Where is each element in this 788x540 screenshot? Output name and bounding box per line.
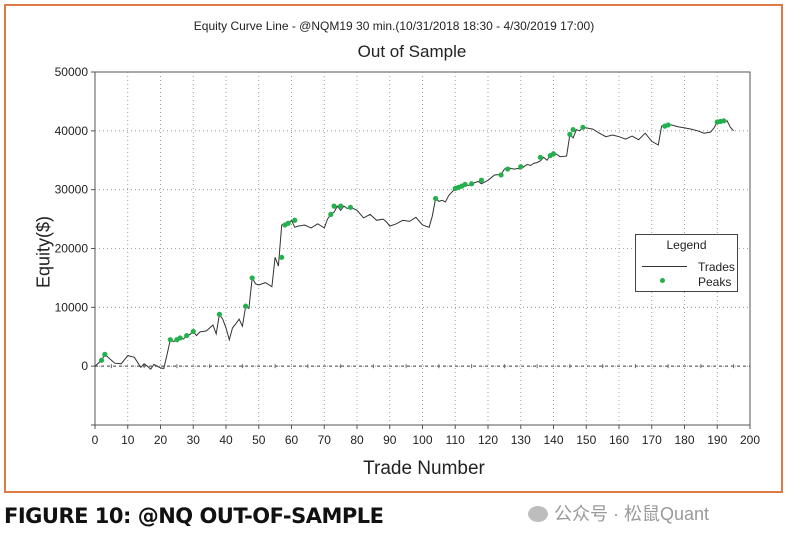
watermark: 公众号 · 松鼠Quant: [528, 500, 709, 526]
legend-peaks-swatch: [660, 278, 665, 283]
peak-point: [338, 203, 344, 209]
watermark-text: 公众号 · 松鼠Quant: [554, 504, 710, 524]
x-axis-label: Trade Number: [363, 458, 485, 479]
peak-point: [331, 203, 337, 209]
peak-point: [184, 332, 190, 339]
chart-subtitle: Out of Sample: [357, 42, 467, 61]
legend-trades-label: Trades: [698, 260, 735, 274]
x-tick-label: 90: [383, 433, 397, 447]
x-tick-label: 110: [446, 433, 465, 447]
peak-point: [292, 217, 298, 223]
peak-point: [567, 131, 573, 137]
peak-point: [518, 164, 524, 170]
peak-point: [665, 122, 671, 128]
x-tick-label: 100: [412, 433, 432, 447]
y-tick-label: 0: [81, 359, 88, 373]
y-tick-label: 40000: [55, 124, 89, 138]
y-tick-label: 50000: [55, 65, 89, 79]
figure-caption: FIGURE 10: @NQ OUT-OF-SAMPLE: [4, 504, 384, 528]
x-tick-label: 80: [350, 433, 364, 447]
x-tick-label: 0: [92, 433, 99, 447]
y-axis-label: Equity($): [33, 215, 54, 288]
y-tick-label: 20000: [55, 242, 89, 256]
peak-point: [537, 154, 544, 160]
peak-point: [469, 181, 475, 187]
x-tick-label: 50: [252, 433, 266, 447]
peak-point: [285, 220, 291, 226]
x-tick-label: 10: [121, 433, 135, 447]
peak-point: [190, 328, 196, 335]
x-tick-label: 20: [154, 433, 168, 447]
x-tick-label: 60: [285, 433, 299, 447]
legend-trades-swatch: [642, 266, 687, 267]
peak-point: [347, 204, 354, 210]
x-tick-label: 150: [576, 433, 596, 447]
peak-point: [478, 177, 485, 183]
chart-plot-svg: 50000 40000 30000 20000 10000 0 0 10 20 30 40 50 60 7…: [55, 65, 761, 447]
peak-point: [102, 351, 108, 357]
wechat-icon: [528, 506, 548, 522]
peak-point: [462, 181, 468, 187]
peak-point: [505, 166, 511, 172]
peak-point: [167, 337, 173, 343]
x-tick-label: 180: [674, 433, 694, 447]
y-tick-label: 10000: [55, 300, 89, 314]
x-tick-label: 190: [707, 433, 727, 447]
peak-point: [216, 311, 223, 317]
peak-point: [279, 254, 285, 260]
trades-series-line: [94, 120, 734, 370]
x-tick-label: 130: [511, 433, 531, 447]
peak-point: [249, 275, 255, 281]
y-tick-label: 30000: [55, 183, 89, 197]
x-tick-label: 40: [219, 433, 233, 447]
x-tick-label: 30: [187, 433, 201, 447]
peak-point: [98, 357, 105, 363]
x-tick-label: 70: [318, 433, 332, 447]
x-tick-label: 170: [642, 433, 662, 447]
x-tick-label: 160: [609, 433, 629, 447]
peak-point: [328, 211, 334, 217]
x-tick-label: 120: [478, 433, 498, 447]
peak-point: [177, 335, 183, 341]
legend-box: Legend Trades Peaks: [635, 234, 738, 292]
legend-peaks-label: Peaks: [698, 275, 732, 289]
x-tick-label: 200: [740, 433, 760, 447]
peak-point: [570, 127, 576, 133]
legend-title: Legend: [666, 238, 707, 252]
peak-point: [433, 195, 439, 202]
peak-point: [550, 151, 557, 157]
peak-point: [243, 303, 249, 309]
peak-point: [580, 124, 586, 130]
peak-point: [721, 118, 727, 124]
peak-point: [498, 172, 504, 178]
chart-title: Equity Curve Line - @NQM19 30 min.(10/31…: [193, 19, 595, 33]
x-tick-label: 140: [543, 433, 563, 447]
